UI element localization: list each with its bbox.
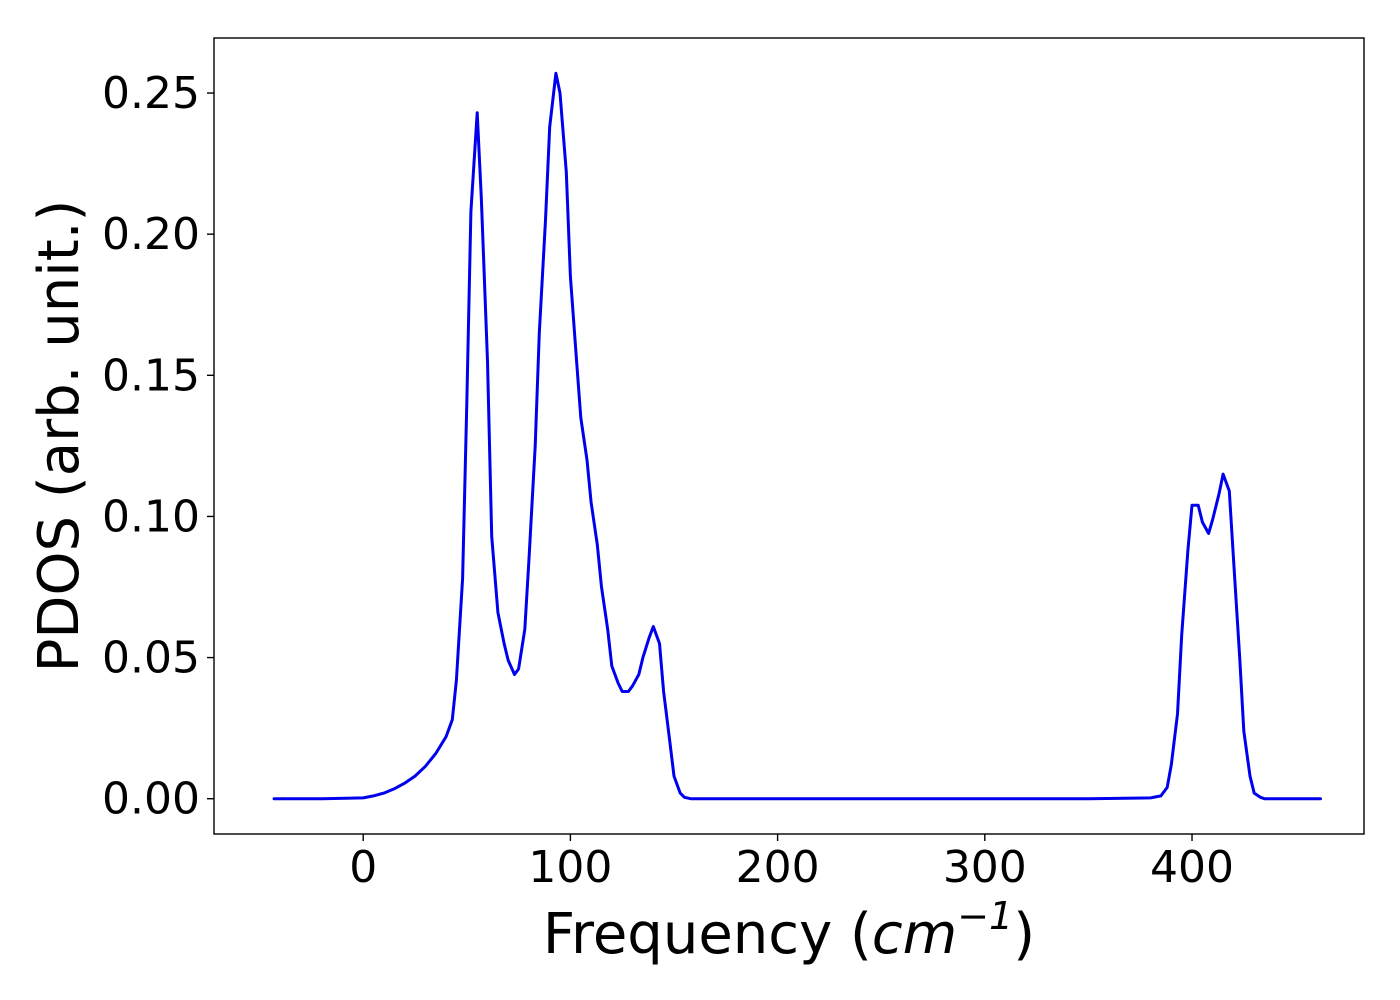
x-axis-unit-exponent: −1 [957, 894, 1013, 938]
y-tick-label: 0.20 [102, 209, 200, 260]
plot-frame [213, 37, 1365, 835]
y-axis-label: PDOS (arb. unit.) [27, 200, 92, 673]
pdos-series-line [272, 71, 1322, 801]
y-tick-label: 0.25 [102, 68, 200, 119]
x-axis-unit: cm [872, 902, 957, 967]
x-axis-label: Frequency (cm−1) [543, 894, 1035, 967]
x-tick-label: 100 [528, 842, 612, 893]
x-tick-label: 400 [1150, 842, 1234, 893]
tick-marks [207, 92, 1193, 841]
y-tick-label: 0.10 [102, 491, 200, 542]
y-tick-label: 0.00 [102, 774, 200, 825]
x-axis-label-text: Frequency [543, 902, 832, 967]
tick-labels: 0 100 200 300 400 0.00 0.05 0.10 0.15 0.20 0.25 [102, 68, 1234, 893]
y-tick-label: 0.05 [102, 633, 200, 684]
x-tick-label: 300 [943, 842, 1027, 893]
x-tick-label: 200 [736, 842, 820, 893]
y-tick-label: 0.15 [102, 350, 200, 401]
x-tick-label: 0 [349, 842, 377, 893]
